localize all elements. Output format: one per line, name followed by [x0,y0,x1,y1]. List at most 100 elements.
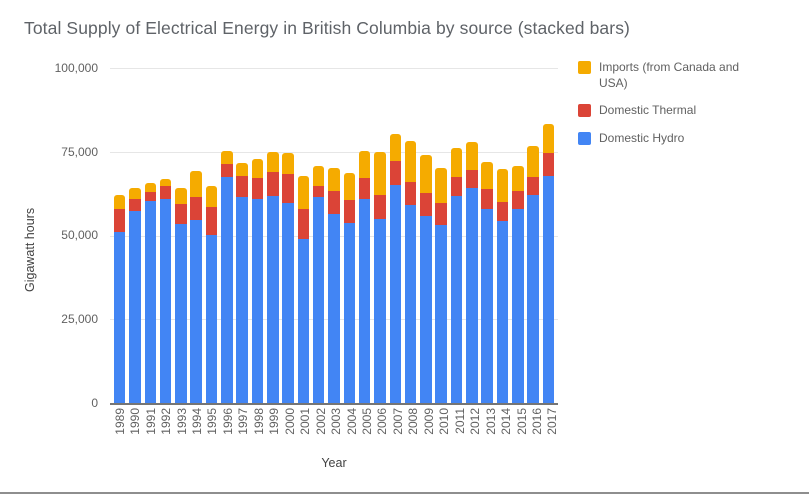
bar-segment-2017-domestic-thermal[interactable] [542,152,555,177]
bar-segment-1990-domestic-hydro[interactable] [129,210,141,403]
bar-segment-2003-domestic-hydro[interactable] [328,214,340,403]
bar-segment-1994-imports-from-canada-and-usa[interactable] [190,171,202,198]
bar-segment-1996-imports-from-canada-and-usa[interactable] [221,150,233,164]
bar-segment-2000-domestic-thermal[interactable] [282,173,294,203]
bar-2000[interactable] [282,153,294,403]
bar-segment-2005-imports-from-canada-and-usa[interactable] [358,151,371,178]
bar-segment-1999-domestic-thermal[interactable] [267,171,279,197]
bar-segment-1992-domestic-thermal[interactable] [159,186,172,199]
bar-segment-1996-domestic-thermal[interactable] [221,163,233,177]
bar-2008[interactable] [404,140,417,403]
bar-segment-1991-domestic-thermal[interactable] [144,191,157,202]
bar-2002[interactable] [312,166,325,403]
bar-2006[interactable] [374,152,386,403]
bar-segment-1998-imports-from-canada-and-usa[interactable] [251,158,264,178]
bar-2011[interactable] [450,148,463,403]
bar-segment-2002-imports-from-canada-and-usa[interactable] [312,166,325,186]
bar-segment-2004-domestic-thermal[interactable] [343,199,356,224]
bar-1995[interactable] [205,186,218,403]
bar-segment-2008-domestic-thermal[interactable] [404,181,417,205]
bar-segment-2015-domestic-thermal[interactable] [512,191,524,209]
bar-1997[interactable] [236,162,248,403]
bar-segment-2008-domestic-hydro[interactable] [404,204,417,403]
bar-segment-1995-domestic-hydro[interactable] [205,234,218,403]
bar-segment-1992-imports-from-canada-and-usa[interactable] [159,178,172,187]
bar-segment-1993-imports-from-canada-and-usa[interactable] [175,187,187,205]
bar-2017[interactable] [542,124,555,403]
bar-2001[interactable] [297,176,310,403]
bar-2005[interactable] [358,151,371,403]
bar-2009[interactable] [420,154,432,403]
bar-segment-2009-domestic-thermal[interactable] [420,192,432,216]
bar-2003[interactable] [328,168,340,403]
bar-2010[interactable] [435,168,447,403]
bar-segment-2014-imports-from-canada-and-usa[interactable] [496,168,509,203]
bar-1991[interactable] [144,182,157,403]
bar-segment-1999-imports-from-canada-and-usa[interactable] [267,152,279,172]
bar-segment-2016-imports-from-canada-and-usa[interactable] [527,146,539,177]
bar-segment-1993-domestic-hydro[interactable] [175,223,187,403]
bar-segment-1994-domestic-thermal[interactable] [190,197,202,220]
bar-segment-2001-domestic-thermal[interactable] [297,208,310,239]
bar-segment-2010-domestic-thermal[interactable] [435,203,447,225]
bar-segment-2012-domestic-thermal[interactable] [466,169,478,188]
bar-segment-1995-imports-from-canada-and-usa[interactable] [205,186,218,208]
bar-segment-2008-imports-from-canada-and-usa[interactable] [404,140,417,182]
bar-segment-2017-domestic-hydro[interactable] [542,176,555,403]
bar-2004[interactable] [343,172,356,403]
bar-segment-2003-imports-from-canada-and-usa[interactable] [328,168,340,191]
bar-segment-2006-imports-from-canada-and-usa[interactable] [374,152,386,195]
bar-segment-2010-imports-from-canada-and-usa[interactable] [435,168,447,204]
bar-2016[interactable] [527,146,539,403]
bar-2014[interactable] [496,168,509,403]
bar-segment-1997-imports-from-canada-and-usa[interactable] [236,162,248,177]
bar-segment-2016-domestic-thermal[interactable] [527,176,539,195]
bar-segment-2001-imports-from-canada-and-usa[interactable] [297,176,310,209]
bar-segment-1998-domestic-hydro[interactable] [251,198,264,403]
bar-segment-1989-domestic-thermal[interactable] [113,209,126,233]
bar-segment-2012-domestic-hydro[interactable] [466,187,478,403]
bar-1992[interactable] [159,178,172,403]
bar-segment-1997-domestic-hydro[interactable] [236,197,248,403]
bar-segment-1989-imports-from-canada-and-usa[interactable] [113,194,126,210]
bar-segment-1991-imports-from-canada-and-usa[interactable] [144,182,157,192]
bar-2012[interactable] [466,142,478,403]
bar-1994[interactable] [190,171,202,403]
bar-segment-2009-domestic-hydro[interactable] [420,215,432,403]
bar-segment-2004-domestic-hydro[interactable] [343,223,356,403]
bar-segment-1991-domestic-hydro[interactable] [144,201,157,403]
bar-segment-1994-domestic-hydro[interactable] [190,219,202,403]
bar-segment-1999-domestic-hydro[interactable] [267,196,279,403]
bar-segment-2014-domestic-thermal[interactable] [496,202,509,222]
bar-segment-1996-domestic-hydro[interactable] [221,176,233,403]
bar-segment-2010-domestic-hydro[interactable] [435,224,447,403]
bar-segment-2013-domestic-thermal[interactable] [481,189,493,210]
bar-segment-2004-imports-from-canada-and-usa[interactable] [343,172,356,200]
bar-2007[interactable] [389,134,402,403]
bar-segment-2015-domestic-hydro[interactable] [512,209,524,403]
bar-segment-2017-imports-from-canada-and-usa[interactable] [542,124,555,153]
bar-segment-2011-domestic-thermal[interactable] [450,177,463,196]
bar-segment-2012-imports-from-canada-and-usa[interactable] [466,142,478,170]
bar-segment-1989-domestic-hydro[interactable] [113,232,126,403]
bar-segment-2006-domestic-hydro[interactable] [374,218,386,403]
bar-segment-2005-domestic-thermal[interactable] [358,177,371,199]
bar-2015[interactable] [512,166,524,403]
bar-1999[interactable] [267,152,279,403]
bar-segment-2003-domestic-thermal[interactable] [328,190,340,215]
bar-segment-2001-domestic-hydro[interactable] [297,238,310,403]
bar-segment-2007-domestic-thermal[interactable] [389,160,402,185]
legend-item-domestic-hydro[interactable]: Domestic Hydro [578,131,788,147]
bar-segment-2002-domestic-hydro[interactable] [312,197,325,403]
bar-segment-1990-domestic-thermal[interactable] [129,198,141,211]
bar-segment-1995-domestic-thermal[interactable] [205,207,218,235]
bar-segment-2014-domestic-hydro[interactable] [496,221,509,403]
bar-segment-2009-imports-from-canada-and-usa[interactable] [420,154,432,193]
bar-segment-2005-domestic-hydro[interactable] [358,198,371,403]
bar-1993[interactable] [175,187,187,403]
bar-1990[interactable] [129,187,141,403]
bar-1989[interactable] [113,194,126,403]
bar-segment-2007-imports-from-canada-and-usa[interactable] [389,134,402,161]
bar-segment-2000-domestic-hydro[interactable] [282,202,294,403]
bar-segment-2011-domestic-hydro[interactable] [450,196,463,403]
